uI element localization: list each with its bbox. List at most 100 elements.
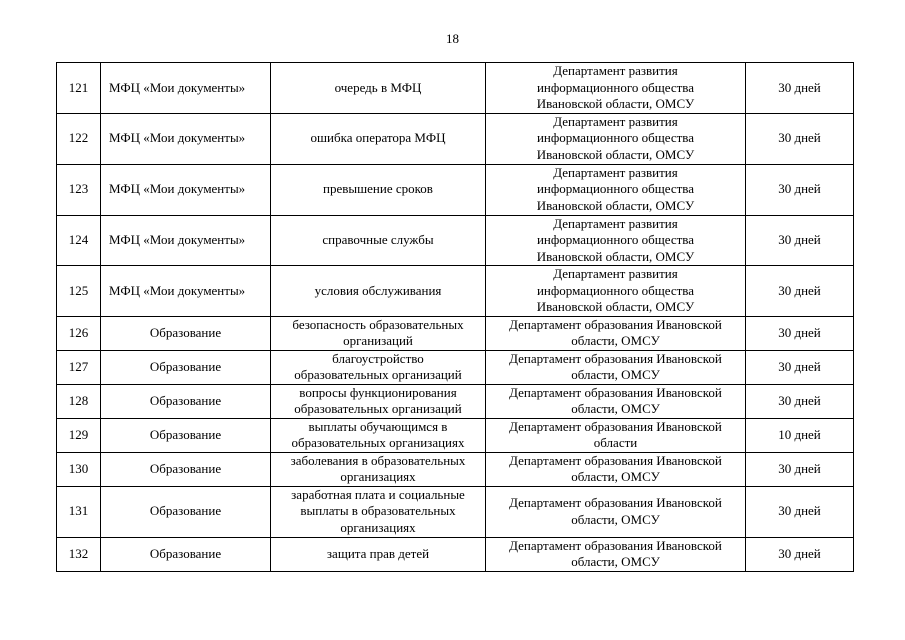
text-line: безопасность образовательных xyxy=(292,316,464,332)
table-row: 131 Образование заработная плата и социаль… xyxy=(56,485,854,538)
table-row: 125 МФЦ «Мои документы» условия обслуживан… xyxy=(56,265,854,317)
deadline: 30 дней xyxy=(745,383,854,419)
topic: выплаты обучающимся в образовательных орг… xyxy=(270,417,486,453)
text-line: организаций xyxy=(343,333,413,348)
category: МФЦ «Мои документы» xyxy=(100,163,271,216)
topic: условия обслуживания xyxy=(270,265,486,317)
text-line: Департамент развития xyxy=(553,266,678,281)
text-line: Департамент развития xyxy=(553,63,678,78)
department: Департамент развития информационного обще… xyxy=(485,112,746,165)
deadline: 30 дней xyxy=(745,349,854,385)
category: Образование xyxy=(100,451,271,487)
category: Образование xyxy=(100,383,271,419)
text-line: Департамент развития xyxy=(553,215,678,231)
department: Департамент развития информационного обще… xyxy=(485,163,746,216)
text-line: Ивановской области, ОМСУ xyxy=(536,197,695,213)
table-row: 127 Образование благоустройство образовател… xyxy=(56,349,854,385)
table-row: 126 Образование безопасность образовательн… xyxy=(56,315,854,351)
text-line: выплаты в образовательных xyxy=(300,503,456,519)
department: Департамент развития информационного обще… xyxy=(485,265,746,317)
table-row: 128 Образование вопросы функционирования об… xyxy=(56,383,854,419)
table-row: 122 МФЦ «Мои документы» ошибка оператора М… xyxy=(56,112,854,165)
text-line: Департамент образования Ивановской xyxy=(509,350,722,366)
text-line: Департамент развития xyxy=(553,113,678,129)
text-line: заработная плата и социальные xyxy=(291,486,465,502)
category: Образование xyxy=(100,536,271,572)
topic: безопасность образовательных организаций xyxy=(270,315,486,351)
text-line: области, ОМСУ xyxy=(571,401,660,416)
row-number: 124 xyxy=(56,214,101,266)
topic: справочные службы xyxy=(270,214,486,266)
text-line: Департамент образования Ивановской xyxy=(509,537,722,553)
text-line: области, ОМСУ xyxy=(571,367,660,382)
topic: заработная плата и социальные выплаты в о… xyxy=(270,485,486,538)
row-number: 130 xyxy=(56,451,101,487)
category: Образование xyxy=(100,349,271,385)
text-line: области, ОМСУ xyxy=(571,511,660,527)
row-number: 126 xyxy=(56,315,101,351)
deadline: 30 дней xyxy=(745,214,854,266)
category: Образование xyxy=(100,315,271,351)
row-number: 127 xyxy=(56,349,101,385)
category: Образование xyxy=(100,417,271,453)
text-line: области xyxy=(593,435,638,450)
department: Департамент образования Ивановской област… xyxy=(485,383,746,419)
department: Департамент образования Ивановской област… xyxy=(485,315,746,351)
row-number: 131 xyxy=(56,485,101,538)
text-line: организациях xyxy=(340,519,416,535)
text-line: информационного общества xyxy=(536,282,695,298)
department: Департамент образования Ивановской област… xyxy=(485,451,746,487)
text-line: информационного общества xyxy=(536,130,695,146)
deadline: 30 дней xyxy=(745,451,854,487)
topic: защита прав детей xyxy=(270,536,486,572)
text-line: области, ОМСУ xyxy=(571,469,660,484)
row-number: 132 xyxy=(56,536,101,572)
text-line: Департамент образования Ивановской xyxy=(509,495,722,510)
topic: вопросы функционирования образовательных … xyxy=(270,383,486,419)
text-line: образовательных организациях xyxy=(291,435,465,450)
table: 121 МФЦ «Мои документы» очередь в МФЦ Депар… xyxy=(56,62,854,572)
text-line: области, ОМСУ xyxy=(571,333,660,348)
deadline: 30 дней xyxy=(745,485,854,538)
department: Департамент развития информационного обще… xyxy=(485,214,746,266)
row-number: 128 xyxy=(56,383,101,419)
category: МФЦ «Мои документы» xyxy=(100,112,271,165)
topic: очередь в МФЦ xyxy=(270,62,486,114)
department: Департамент образования Ивановской област… xyxy=(485,485,746,538)
department: Департамент образования Ивановской област… xyxy=(485,417,746,453)
table-row: 121 МФЦ «Мои документы» очередь в МФЦ Депар… xyxy=(56,62,854,114)
topic: превышение сроков xyxy=(270,163,486,216)
text-line: Ивановской области, ОМСУ xyxy=(536,248,695,264)
deadline: 30 дней xyxy=(745,536,854,572)
text-line: выплаты обучающимся в xyxy=(308,418,448,434)
deadline: 30 дней xyxy=(745,62,854,114)
text-line: организациях xyxy=(340,469,416,484)
row-number: 125 xyxy=(56,265,101,317)
text-line: Департамент образования Ивановской xyxy=(509,384,722,400)
text-line: информационного общества xyxy=(536,79,695,95)
table-row: 124 МФЦ «Мои документы» справочные службы Д… xyxy=(56,214,854,266)
text-line: благоустройство xyxy=(332,350,424,366)
category: МФЦ «Мои документы» xyxy=(100,265,271,317)
row-number: 123 xyxy=(56,163,101,216)
table-row: 129 Образование выплаты обучающимся в образ… xyxy=(56,417,854,453)
deadline: 30 дней xyxy=(745,112,854,165)
text-line: вопросы функционирования xyxy=(299,384,457,400)
deadline: 10 дней xyxy=(745,417,854,453)
topic: ошибка оператора МФЦ xyxy=(270,112,486,165)
deadline: 30 дней xyxy=(745,163,854,216)
category: Образование xyxy=(100,485,271,538)
row-number: 121 xyxy=(56,62,101,114)
text-line: Департамент образования Ивановской xyxy=(509,418,722,434)
row-number: 129 xyxy=(56,417,101,453)
text-line: заболевания в образовательных xyxy=(290,452,466,468)
category: МФЦ «Мои документы» xyxy=(100,62,271,114)
text-line: Департамент развития xyxy=(553,164,678,180)
text-line: Ивановской области, ОМСУ xyxy=(536,96,695,111)
text-line: информационного общества xyxy=(536,232,695,247)
text-line: информационного общества xyxy=(536,181,695,197)
table-row: 130 Образование заболевания в образователь… xyxy=(56,451,854,487)
category: МФЦ «Мои документы» xyxy=(100,214,271,266)
text-line: Департамент образования Ивановской xyxy=(509,452,722,468)
